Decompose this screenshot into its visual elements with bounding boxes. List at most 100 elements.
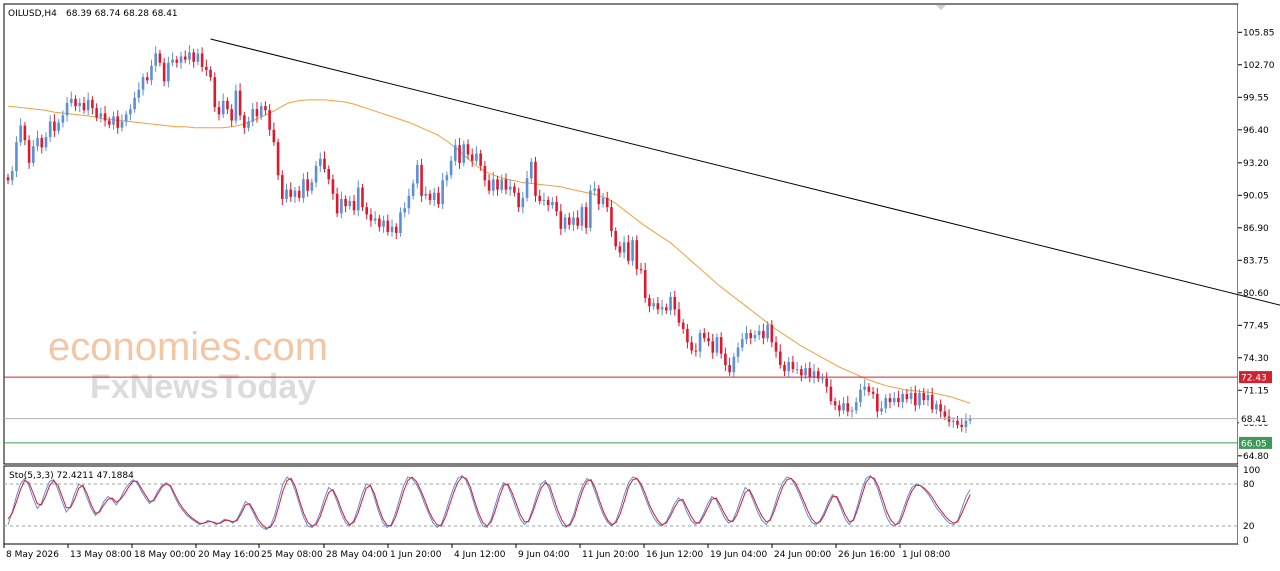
candle <box>264 101 267 116</box>
candle <box>842 397 845 415</box>
candle <box>323 151 326 173</box>
candle <box>728 357 731 376</box>
candle <box>276 138 280 181</box>
candle <box>686 324 689 349</box>
candle <box>36 130 39 152</box>
candle <box>234 84 238 125</box>
candle <box>762 323 765 345</box>
y-tick-label: 77.45 <box>1243 321 1269 331</box>
y-tick-label: 86.90 <box>1243 224 1269 234</box>
candle <box>428 190 432 205</box>
candle <box>884 394 888 414</box>
candle <box>416 160 419 189</box>
svg-text:72.43: 72.43 <box>1241 374 1267 384</box>
candle <box>660 299 664 316</box>
candle <box>605 191 609 213</box>
candle <box>137 82 141 103</box>
candle <box>867 383 871 396</box>
candle <box>145 72 149 84</box>
candle <box>82 96 86 114</box>
candle <box>19 118 22 146</box>
candle <box>521 191 525 214</box>
candle <box>255 101 259 123</box>
x-tick-label: 28 May 04:00 <box>326 550 388 560</box>
candle <box>833 397 837 411</box>
candle <box>251 103 255 127</box>
symbol-label: OILUSD,H4 <box>8 9 57 19</box>
candle <box>500 174 504 194</box>
candle <box>217 101 221 121</box>
candle <box>306 171 309 197</box>
y-tick-label: 74.30 <box>1243 354 1269 364</box>
candle <box>534 156 537 202</box>
candle <box>525 170 529 202</box>
candle <box>572 211 575 231</box>
candle <box>673 290 677 316</box>
candle <box>703 328 706 342</box>
candle <box>221 93 225 118</box>
y-tick-label: 71.15 <box>1243 386 1269 396</box>
candle <box>154 46 157 72</box>
candle <box>272 122 276 146</box>
candle <box>382 215 385 233</box>
candle <box>825 372 828 393</box>
candle <box>318 152 322 172</box>
watermark-line1: economies.com <box>48 325 328 369</box>
candle <box>935 400 938 415</box>
watermark-line2: FxNewsToday <box>90 368 316 406</box>
x-tick-label: 1 Jul 08:00 <box>902 550 951 560</box>
candle <box>259 102 263 120</box>
candle <box>356 180 360 217</box>
price-axis-area <box>1238 4 1276 544</box>
candle <box>918 389 921 409</box>
chart-shift-marker-icon[interactable] <box>936 5 946 10</box>
candle <box>103 105 107 127</box>
candle <box>344 195 347 213</box>
candle <box>449 155 453 179</box>
candle <box>778 344 782 369</box>
candle <box>470 148 474 167</box>
candle <box>492 171 495 196</box>
candle <box>40 134 44 154</box>
candle <box>943 405 947 421</box>
candle <box>930 387 934 413</box>
trendline[interactable] <box>210 38 1280 377</box>
candle <box>774 336 778 358</box>
candle <box>365 202 368 220</box>
candle <box>821 373 824 384</box>
candle <box>964 413 968 434</box>
candle <box>175 56 179 68</box>
candle <box>61 110 65 128</box>
candle <box>268 104 271 136</box>
stochastic-signal-line <box>7 476 971 529</box>
candle <box>65 96 69 122</box>
candle <box>441 173 444 209</box>
candle <box>850 406 854 418</box>
candle <box>23 122 27 145</box>
candle <box>116 110 120 134</box>
candle <box>458 137 461 169</box>
candle <box>293 187 297 203</box>
candle <box>243 111 246 134</box>
candle <box>86 92 90 116</box>
candle <box>327 165 331 185</box>
candle <box>593 181 596 196</box>
candle <box>597 184 601 211</box>
candle <box>162 57 166 87</box>
candle <box>909 386 913 404</box>
candle <box>770 319 774 348</box>
candle <box>724 347 727 372</box>
candle <box>677 301 681 327</box>
candle <box>462 140 466 167</box>
candle <box>627 234 630 265</box>
candle <box>95 103 98 122</box>
candle <box>795 361 799 374</box>
candle <box>546 196 550 212</box>
stochastic-tick-label: 80 <box>1243 480 1255 490</box>
candle <box>281 170 284 206</box>
candle <box>563 213 567 233</box>
y-tick-label: 105.85 <box>1243 28 1275 38</box>
candle <box>800 365 803 382</box>
